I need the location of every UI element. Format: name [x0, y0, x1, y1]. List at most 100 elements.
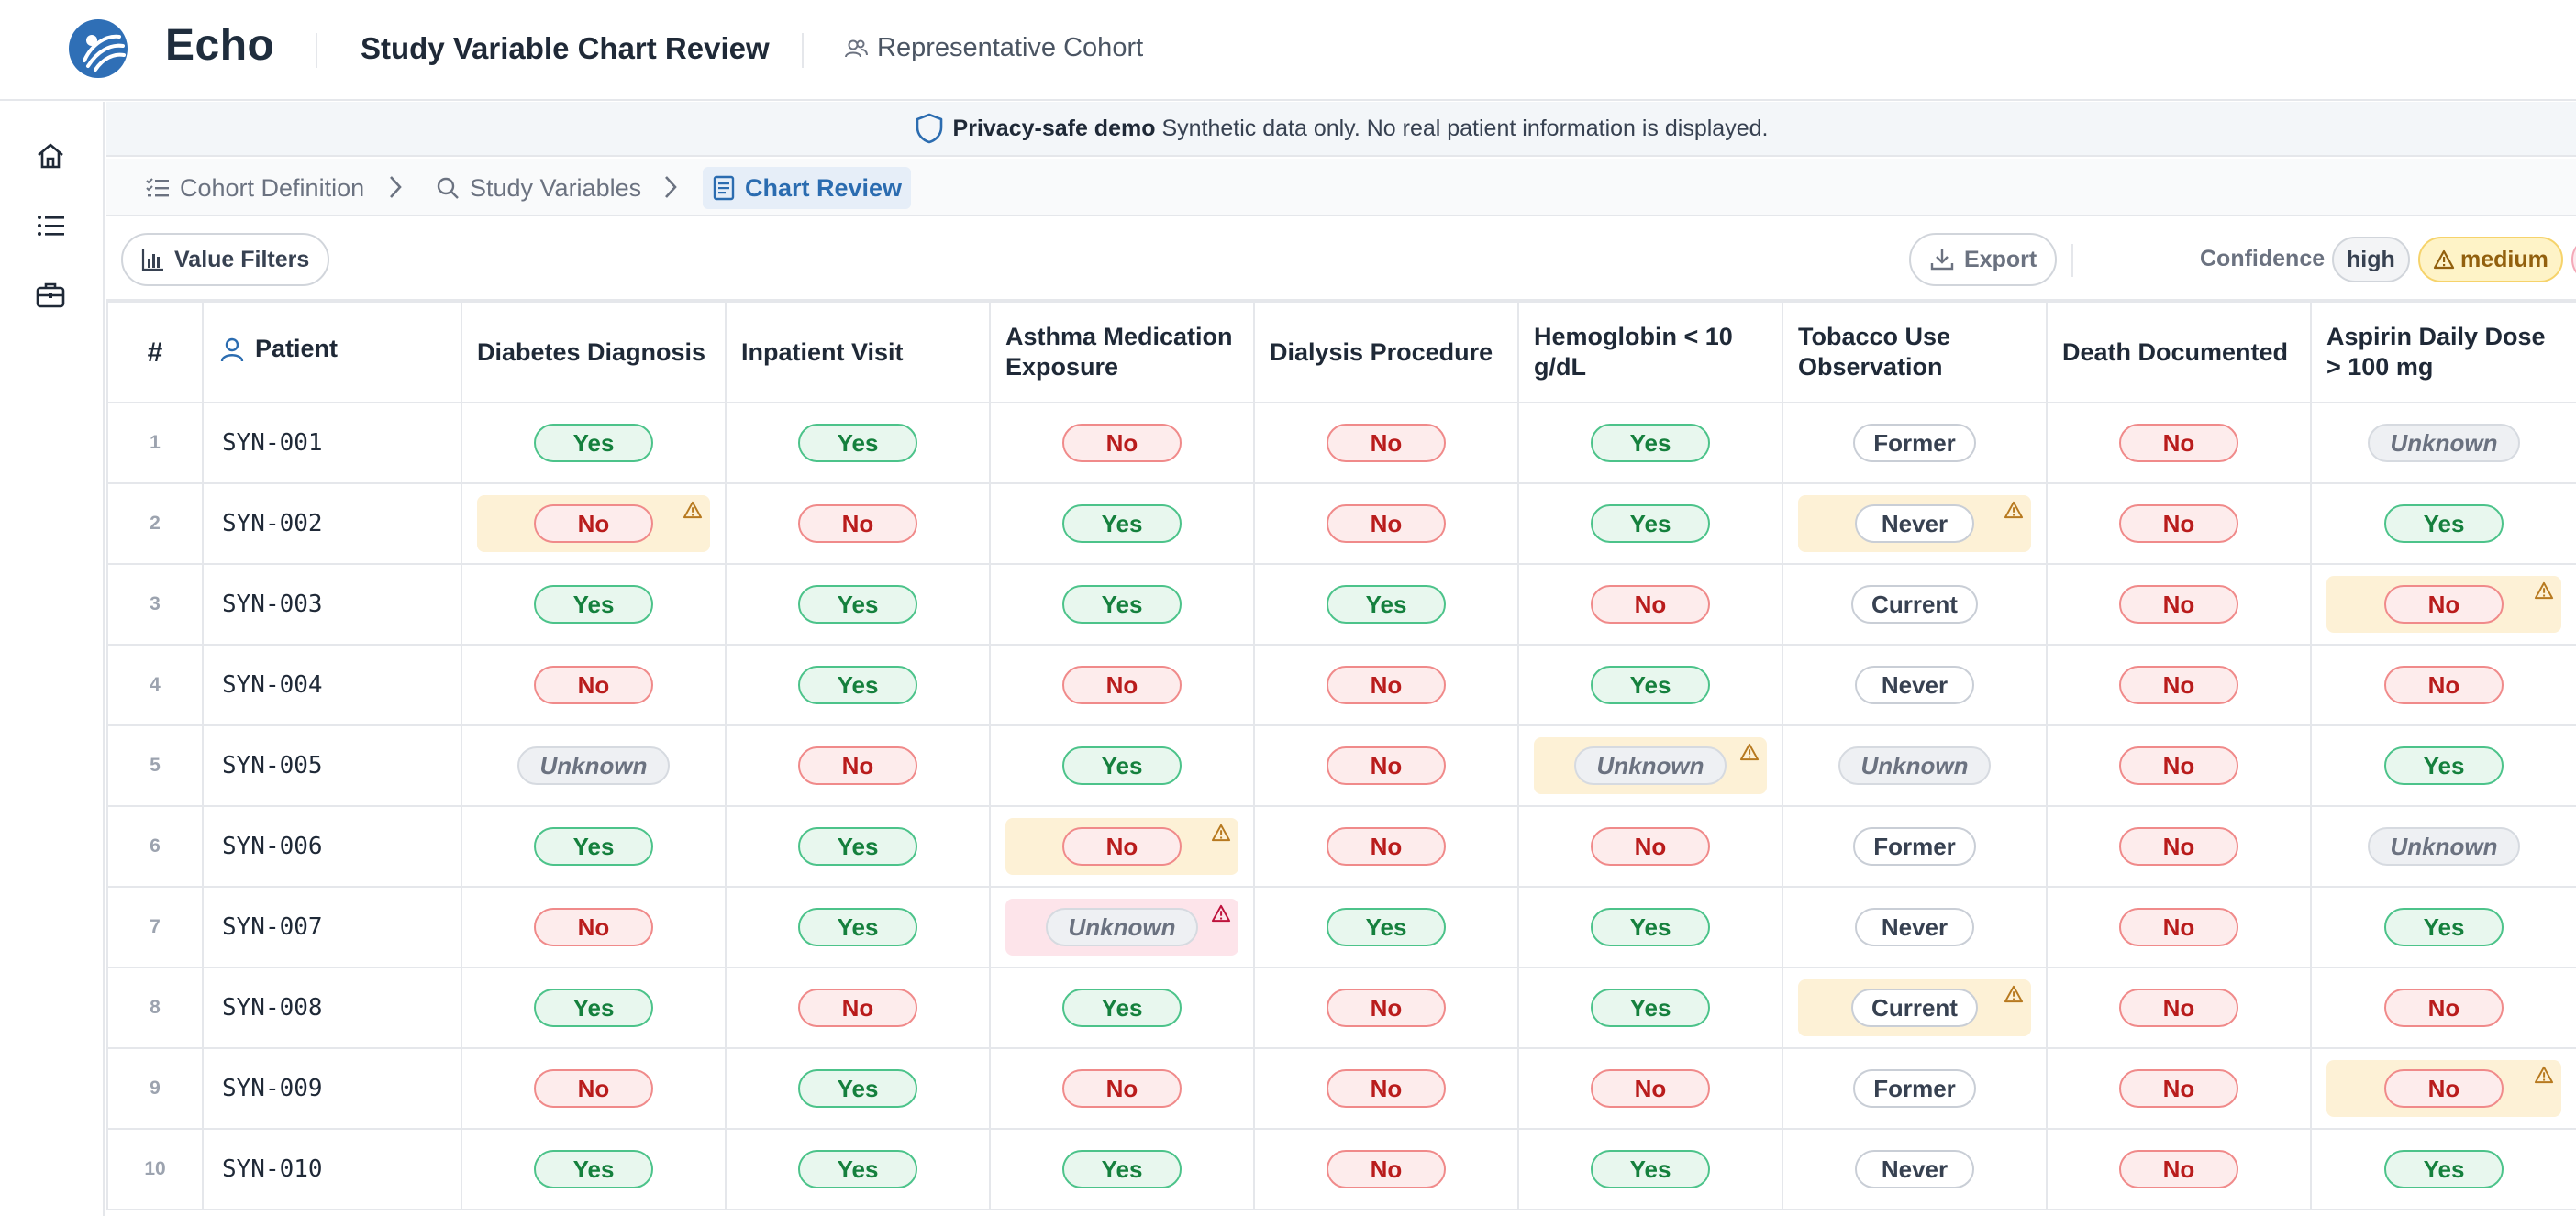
value-cell[interactable]: No: [2046, 805, 2312, 888]
value-chip[interactable]: No: [1327, 827, 1446, 866]
patient-id[interactable]: SYN-008: [202, 967, 462, 1049]
value-cell[interactable]: No: [725, 482, 991, 565]
table-row[interactable]: 6 SYN-006 Yes Yes No No No Former No Unknown: [106, 805, 2576, 888]
value-cell[interactable]: Never: [1782, 644, 2048, 726]
value-cell[interactable]: Yes: [461, 967, 727, 1049]
value-cell[interactable]: Yes: [461, 402, 727, 484]
value-cell[interactable]: No: [2046, 886, 2312, 968]
column-header[interactable]: Tobacco Use Observation: [1782, 301, 2048, 403]
value-chip[interactable]: No: [2119, 1069, 2238, 1108]
value-cell[interactable]: Never: [1782, 482, 2048, 565]
value-cell[interactable]: Yes: [1517, 482, 1783, 565]
value-chip[interactable]: No: [1327, 989, 1446, 1027]
value-cell[interactable]: No: [989, 805, 1255, 888]
value-chip[interactable]: Yes: [1591, 504, 1710, 543]
value-chip[interactable]: No: [1591, 585, 1710, 624]
value-cell[interactable]: No: [725, 967, 991, 1049]
column-header[interactable]: Aspirin Daily Dose > 100 mg: [2310, 301, 2576, 403]
table-row[interactable]: 7 SYN-007 No Yes Unknown Yes Yes Never No Yes: [106, 886, 2576, 968]
value-cell[interactable]: Yes: [725, 886, 991, 968]
value-cell[interactable]: No: [725, 724, 991, 807]
value-chip[interactable]: No: [1062, 666, 1182, 704]
value-chip[interactable]: Unknown: [1838, 746, 1991, 785]
value-cell[interactable]: No: [2046, 402, 2312, 484]
value-cell[interactable]: Yes: [461, 563, 727, 646]
patient-id[interactable]: SYN-004: [202, 644, 462, 726]
value-chip[interactable]: No: [1327, 504, 1446, 543]
value-cell[interactable]: No: [2046, 1047, 2312, 1130]
value-chip[interactable]: No: [2119, 666, 2238, 704]
value-chip[interactable]: Never: [1855, 504, 1974, 543]
value-cell[interactable]: No: [2310, 967, 2576, 1049]
value-chip[interactable]: No: [2119, 424, 2238, 462]
value-chip[interactable]: No: [798, 989, 917, 1027]
value-cell[interactable]: No: [2310, 563, 2576, 646]
value-cell[interactable]: Yes: [989, 563, 1255, 646]
value-cell[interactable]: Yes: [989, 967, 1255, 1049]
sidebar-item-briefcase[interactable]: [29, 274, 72, 316]
value-cell[interactable]: No: [989, 402, 1255, 484]
value-chip[interactable]: No: [1327, 1150, 1446, 1188]
value-chip[interactable]: Never: [1855, 908, 1974, 946]
cohort-selector[interactable]: Representative Cohort: [844, 33, 1143, 63]
value-chip[interactable]: No: [2119, 504, 2238, 543]
value-cell[interactable]: No: [989, 1047, 1255, 1130]
value-chip[interactable]: No: [2119, 989, 2238, 1027]
breadcrumb-study-variables[interactable]: Study Variables: [426, 167, 650, 209]
value-chip[interactable]: Unknown: [2368, 424, 2520, 462]
value-chip[interactable]: Yes: [534, 585, 653, 624]
value-cell[interactable]: No: [2046, 724, 2312, 807]
value-chip[interactable]: Yes: [2384, 908, 2504, 946]
value-cell[interactable]: Former: [1782, 402, 2048, 484]
value-chip[interactable]: Yes: [798, 908, 917, 946]
value-cell[interactable]: Yes: [989, 482, 1255, 565]
sidebar-item-home[interactable]: [29, 135, 72, 177]
value-chip[interactable]: No: [1327, 666, 1446, 704]
value-cell[interactable]: Never: [1782, 886, 2048, 968]
value-cell[interactable]: Former: [1782, 1047, 2048, 1130]
value-chip[interactable]: Yes: [1591, 424, 1710, 462]
value-cell[interactable]: Yes: [1517, 1128, 1783, 1210]
value-cell[interactable]: No: [2046, 482, 2312, 565]
value-cell[interactable]: No: [2046, 644, 2312, 726]
value-cell[interactable]: Yes: [2310, 1128, 2576, 1210]
breadcrumb-chart-review[interactable]: Chart Review: [703, 167, 912, 209]
value-chip[interactable]: Yes: [534, 989, 653, 1027]
value-chip[interactable]: Current: [1851, 585, 1978, 624]
patient-id[interactable]: SYN-005: [202, 724, 462, 807]
value-cell[interactable]: Yes: [1517, 402, 1783, 484]
breadcrumb-cohort-definition[interactable]: Cohort Definition: [136, 167, 373, 209]
value-cell[interactable]: No: [989, 644, 1255, 726]
value-cell[interactable]: Yes: [1253, 563, 1519, 646]
value-chip[interactable]: No: [534, 504, 653, 543]
value-cell[interactable]: No: [1253, 482, 1519, 565]
value-cell[interactable]: No: [1253, 1047, 1519, 1130]
value-chip[interactable]: No: [2384, 1069, 2504, 1108]
table-row[interactable]: 2 SYN-002 No No Yes No Yes Never No Yes: [106, 482, 2576, 565]
value-cell[interactable]: No: [1517, 805, 1783, 888]
table-row[interactable]: 1 SYN-001 Yes Yes No No Yes Former No Unknown: [106, 402, 2576, 484]
value-cell[interactable]: Unknown: [1517, 724, 1783, 807]
value-cell[interactable]: No: [2046, 1128, 2312, 1210]
value-cell[interactable]: Yes: [725, 805, 991, 888]
patient-id[interactable]: SYN-010: [202, 1128, 462, 1210]
value-filters-button[interactable]: Value Filters: [121, 233, 330, 286]
value-cell[interactable]: No: [2046, 967, 2312, 1049]
value-cell[interactable]: Unknown: [461, 724, 727, 807]
column-header[interactable]: Diabetes Diagnosis: [461, 301, 727, 403]
value-cell[interactable]: No: [461, 644, 727, 726]
value-cell[interactable]: Unknown: [2310, 805, 2576, 888]
value-chip[interactable]: Never: [1855, 1150, 1974, 1188]
value-cell[interactable]: Yes: [1517, 886, 1783, 968]
value-chip[interactable]: Unknown: [517, 746, 670, 785]
value-cell[interactable]: Current: [1782, 563, 2048, 646]
value-chip[interactable]: Yes: [798, 827, 917, 866]
patient-id[interactable]: SYN-007: [202, 886, 462, 968]
value-chip[interactable]: No: [534, 666, 653, 704]
value-chip[interactable]: No: [2384, 989, 2504, 1027]
value-chip[interactable]: Yes: [1327, 585, 1446, 624]
table-row[interactable]: 9 SYN-009 No Yes No No No Former No No: [106, 1047, 2576, 1130]
value-chip[interactable]: Yes: [1591, 989, 1710, 1027]
value-chip[interactable]: No: [534, 908, 653, 946]
value-chip[interactable]: Yes: [2384, 504, 2504, 543]
